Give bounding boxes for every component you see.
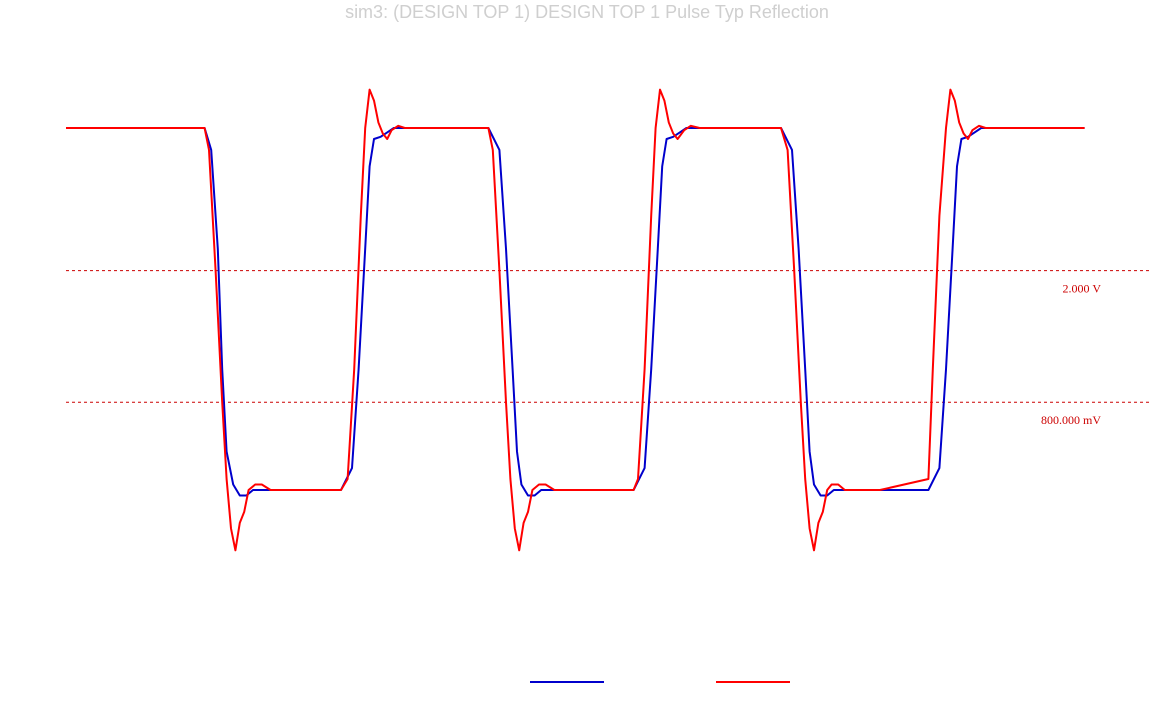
reference-lines: 2.000 V 800.000 mV (66, 270, 1150, 427)
series-line-2 (66, 88, 1085, 552)
reference-line-label: 800.000 mV (1041, 413, 1101, 427)
chart-title: sim3: (DESIGN TOP 1) DESIGN TOP 1 Pulse … (345, 2, 829, 22)
reference-line-label: 2.000 V (1063, 282, 1102, 296)
plot-area (66, 88, 1085, 552)
series-line-1 (66, 127, 1085, 497)
